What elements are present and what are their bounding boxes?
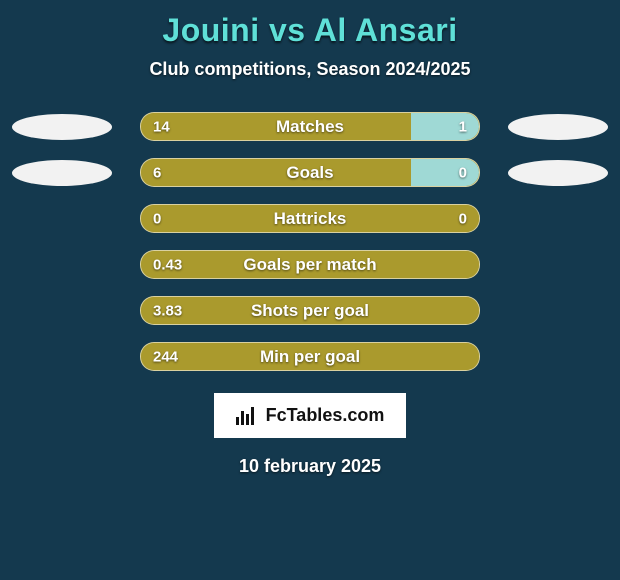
player-right-halo [508,114,608,140]
bar-chart-icon [236,407,258,425]
stat-bar: Hattricks0 0 [140,204,480,233]
stat-value-left: 6 [153,164,161,181]
stat-row: Matches14 1 [0,112,620,141]
stat-rows: Matches141Goals60Hattricks00Goals per ma… [0,112,620,371]
date: 10 february 2025 [0,456,620,477]
comparison-card: Jouini vs Al Ansari Club competitions, S… [0,0,620,580]
stat-bar: Matches14 1 [140,112,480,141]
player-right-name: Al Ansari [314,12,458,48]
title: Jouini vs Al Ansari [0,0,620,49]
stat-value-right: 0 [459,164,467,181]
stat-label: Matches [141,117,479,137]
stat-label: Shots per goal [141,301,479,321]
title-joiner: vs [260,12,314,48]
stat-value-left: 0.43 [153,256,182,273]
subtitle: Club competitions, Season 2024/2025 [0,59,620,80]
stat-label: Goals per match [141,255,479,275]
stat-value-left: 244 [153,348,178,365]
stat-value-left: 14 [153,118,170,135]
stat-row: Shots per goal3.83 [0,296,620,325]
player-right-halo [508,160,608,186]
player-left-halo [12,160,112,186]
stat-bar: Min per goal244 [140,342,480,371]
player-left-halo [12,114,112,140]
stat-row: Min per goal244 [0,342,620,371]
stat-row: Goals6 0 [0,158,620,187]
stat-value-right: 0 [459,210,467,227]
player-left-name: Jouini [162,12,259,48]
stat-value-left: 3.83 [153,302,182,319]
stat-bar: Goals6 0 [140,158,480,187]
stat-bar: Shots per goal3.83 [140,296,480,325]
stat-bar: Goals per match0.43 [140,250,480,279]
stat-value-right: 1 [459,118,467,135]
stat-row: Goals per match0.43 [0,250,620,279]
stat-label: Min per goal [141,347,479,367]
stat-value-left: 0 [153,210,161,227]
stat-label: Hattricks [141,209,479,229]
stat-row: Hattricks0 0 [0,204,620,233]
attribution-badge: FcTables.com [214,393,407,438]
stat-label: Goals [141,163,479,183]
attribution-text: FcTables.com [266,405,385,426]
